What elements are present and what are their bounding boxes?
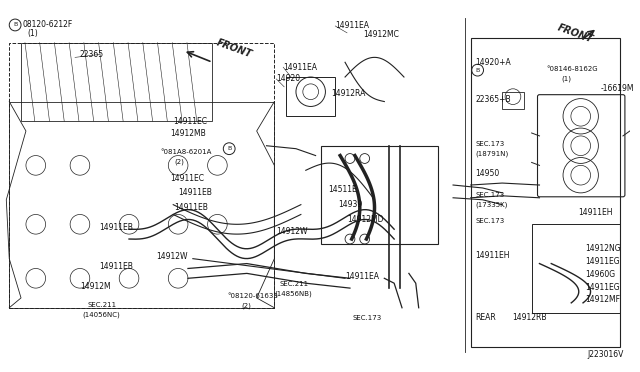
Text: 14911EH: 14911EH	[476, 251, 510, 260]
Text: 14960G: 14960G	[586, 270, 616, 279]
Bar	[321, 146, 438, 244]
Text: 14912RA: 14912RA	[332, 89, 365, 98]
Text: SEC.173: SEC.173	[476, 141, 505, 147]
Text: (1): (1)	[561, 76, 571, 82]
Text: REAR: REAR	[476, 313, 497, 322]
Text: °08146-8162G: °08146-8162G	[547, 66, 598, 72]
Text: 14911EB: 14911EB	[100, 223, 134, 232]
Text: (2): (2)	[241, 302, 251, 309]
Text: 14920: 14920	[276, 74, 300, 83]
Text: -16619M: -16619M	[600, 84, 634, 93]
Text: 22365: 22365	[80, 50, 104, 59]
Text: J223016V: J223016V	[588, 350, 624, 359]
Text: 14511E: 14511E	[328, 185, 357, 195]
Bar	[532, 224, 620, 313]
Text: 14911EB: 14911EB	[178, 188, 212, 198]
Text: (14056NC): (14056NC)	[82, 311, 120, 318]
Text: 14911EG: 14911EG	[586, 283, 620, 292]
Text: (18791N): (18791N)	[476, 150, 509, 157]
Bar	[286, 77, 335, 116]
Text: SEC.173: SEC.173	[353, 315, 382, 321]
Text: 14912MC: 14912MC	[363, 30, 399, 39]
Text: SEC.173: SEC.173	[476, 192, 505, 198]
Text: B: B	[13, 22, 17, 28]
Text: °08120-61633: °08120-61633	[227, 293, 278, 299]
Text: 14911EB: 14911EB	[174, 203, 208, 212]
Text: 14912MD: 14912MD	[347, 215, 383, 224]
Bar	[471, 38, 620, 347]
Text: 14911EB: 14911EB	[100, 262, 134, 271]
Bar	[9, 43, 275, 308]
Text: 14912W: 14912W	[276, 227, 308, 236]
Text: 14912W: 14912W	[157, 252, 188, 261]
Text: 22365+B: 22365+B	[476, 95, 511, 104]
Text: 14911EC: 14911EC	[170, 174, 204, 183]
Text: SEC.211: SEC.211	[279, 281, 308, 287]
Text: (2): (2)	[174, 158, 184, 165]
Text: B: B	[476, 68, 480, 73]
Text: (17335K): (17335K)	[476, 201, 508, 208]
Text: 14939: 14939	[338, 200, 362, 209]
Text: 14911EA: 14911EA	[283, 63, 317, 72]
Text: B: B	[227, 146, 231, 151]
Text: 14911EA: 14911EA	[345, 272, 379, 281]
Text: 14911EA: 14911EA	[335, 22, 369, 31]
Text: SEC.211: SEC.211	[88, 302, 117, 308]
Bar	[502, 92, 524, 109]
Text: 08120-6212F: 08120-6212F	[23, 20, 73, 29]
Bar	[9, 102, 275, 308]
Text: °081A8-6201A: °081A8-6201A	[161, 149, 212, 155]
Text: 14911EC: 14911EC	[173, 117, 207, 126]
Text: FRONT: FRONT	[556, 23, 595, 45]
Text: 14920+A: 14920+A	[476, 58, 511, 67]
Bar	[21, 43, 212, 121]
Text: 14911EH: 14911EH	[578, 208, 612, 217]
Text: 14911EG: 14911EG	[586, 257, 620, 266]
Text: (1): (1)	[27, 29, 38, 38]
Text: SEC.173: SEC.173	[476, 218, 505, 224]
Text: 14950: 14950	[476, 169, 500, 178]
Text: 14912MF: 14912MF	[586, 295, 621, 304]
Text: FRONT: FRONT	[216, 37, 253, 60]
Text: 14912RB: 14912RB	[512, 313, 547, 322]
Text: 14912MB: 14912MB	[170, 129, 206, 138]
Text: 14912NG: 14912NG	[586, 244, 621, 253]
Text: (14856NB): (14856NB)	[275, 291, 312, 297]
Text: 14912M: 14912M	[80, 282, 111, 291]
